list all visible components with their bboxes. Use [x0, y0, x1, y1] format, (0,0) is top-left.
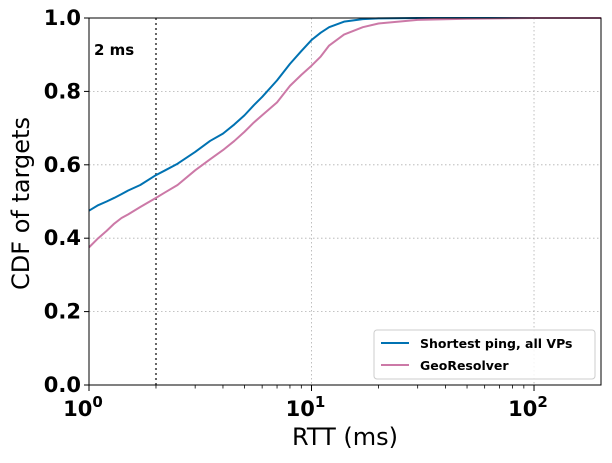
x-tick-base: 10: [286, 397, 315, 421]
x-axis-label: RTT (ms): [292, 423, 398, 451]
legend-label: Shortest ping, all VPs: [420, 336, 572, 351]
x-tick-base: 10: [508, 397, 537, 421]
annotations: 2 ms: [94, 18, 157, 385]
y-tick-label: 0.4: [44, 226, 81, 250]
y-tick-label: 0.2: [44, 300, 81, 324]
legend: Shortest ping, all VPs GeoResolver: [373, 329, 596, 380]
x-tick-base: 10: [63, 397, 92, 421]
grid: [89, 18, 601, 385]
x-tick-exponent: 0: [92, 393, 102, 411]
y-tick-label: 0.8: [44, 79, 81, 103]
legend-label: GeoResolver: [420, 358, 509, 373]
x-tick-exponent: 2: [537, 393, 547, 411]
y-axis-label: CDF of targets: [7, 117, 35, 290]
y-tick-label: 1.0: [44, 6, 81, 30]
x-tick-label: 102: [508, 393, 548, 421]
y-tick-label: 0.6: [44, 153, 81, 177]
y-tick-label: 0.0: [44, 373, 81, 397]
series-line-0: [88, 17, 601, 212]
x-tick-label: 100: [63, 393, 103, 421]
series-line-1: [88, 17, 601, 249]
threshold-label: 2 ms: [94, 41, 134, 59]
legend-box: [373, 329, 596, 380]
x-tick-label: 101: [286, 393, 326, 421]
plot-frame: [88, 17, 602, 386]
series-lines: [88, 17, 601, 249]
x-tick-exponent: 1: [315, 393, 325, 411]
